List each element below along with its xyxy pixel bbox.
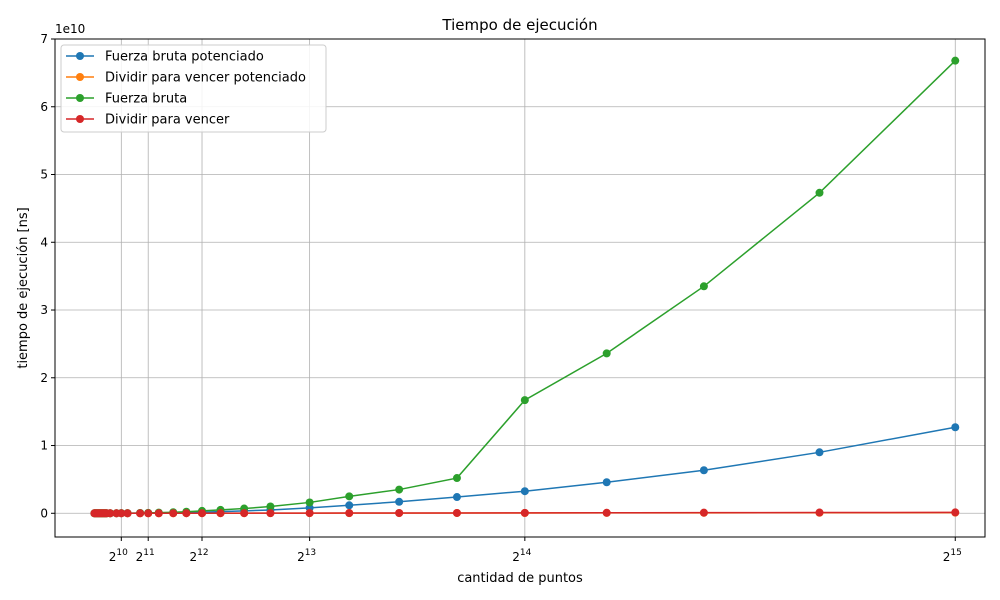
- data-point: [602, 508, 611, 517]
- x-tick-label: 212: [189, 548, 208, 564]
- data-point: [169, 509, 178, 518]
- plot-frame: [54, 38, 986, 538]
- data-point: [815, 508, 824, 517]
- data-point: [345, 509, 354, 518]
- chart-title: Tiempo de ejecución: [441, 16, 597, 34]
- data-point: [815, 188, 824, 197]
- x-tick-label: 210: [109, 548, 128, 564]
- y-tick-label: 0: [40, 506, 48, 520]
- data-point: [395, 509, 404, 518]
- y-tick-label: 2: [40, 371, 48, 385]
- data-point: [951, 423, 960, 432]
- data-point: [699, 466, 708, 475]
- x-tick-label: 211: [136, 548, 155, 564]
- data-point: [452, 508, 461, 517]
- data-point: [699, 508, 708, 517]
- data-point: [345, 501, 354, 510]
- x-axis-title: cantidad de puntos: [457, 571, 583, 586]
- data-point: [136, 509, 145, 518]
- legend-label: Fuerza bruta: [105, 92, 187, 107]
- data-point: [395, 497, 404, 506]
- data-point: [395, 485, 404, 494]
- legend-box: [60, 44, 327, 133]
- y-axis-title: tiempo de ejecución [ns]: [16, 207, 31, 368]
- data-point: [266, 502, 275, 511]
- data-point: [216, 509, 225, 518]
- data-point: [106, 509, 115, 518]
- data-point: [520, 396, 529, 405]
- data-point: [305, 509, 314, 518]
- data-point: [452, 474, 461, 483]
- y-tick-label: 3: [40, 303, 48, 317]
- data-point: [699, 282, 708, 291]
- data-point: [240, 509, 249, 518]
- data-point: [951, 508, 960, 517]
- data-point: [815, 448, 824, 457]
- series-3: [90, 508, 960, 518]
- data-point: [452, 493, 461, 502]
- data-point: [951, 56, 960, 65]
- x-tick-label: 215: [943, 548, 962, 564]
- data-point: [182, 509, 191, 518]
- data-point: [154, 509, 163, 518]
- y-tick-label: 4: [40, 235, 48, 249]
- axis-ticks: 0 1 2 3 4 5 6 7 210 211 212 213 214 215: [40, 32, 961, 564]
- data-point: [123, 509, 132, 518]
- data-point: [345, 492, 354, 501]
- y-tick-label: 6: [40, 100, 48, 114]
- data-point: [198, 509, 207, 518]
- x-tick-label: 213: [297, 548, 316, 564]
- data-point: [266, 509, 275, 518]
- data-point: [305, 498, 314, 507]
- legend-swatch-marker: [76, 73, 84, 81]
- legend-label: Dividir para vencer: [105, 113, 230, 128]
- y-tick-label: 5: [40, 168, 48, 182]
- legend: Fuerza bruta potenciado Dividir para venc…: [60, 44, 327, 133]
- data-point: [602, 478, 611, 487]
- series-lines: [90, 56, 960, 518]
- y-offset-label: 1e10: [55, 22, 85, 36]
- legend-swatch-marker: [76, 52, 84, 60]
- x-tick-label: 214: [512, 548, 531, 564]
- legend-swatch-marker: [76, 94, 84, 102]
- data-point: [602, 349, 611, 358]
- data-point: [520, 487, 529, 496]
- legend-label: Fuerza bruta potenciado: [105, 50, 264, 65]
- data-point: [520, 508, 529, 517]
- data-point: [144, 509, 153, 518]
- legend-swatch-marker: [76, 115, 84, 123]
- data-point: [117, 509, 126, 518]
- legend-label: Dividir para vencer potenciado: [105, 71, 306, 86]
- y-tick-label: 1: [40, 439, 48, 453]
- y-tick-label: 7: [40, 32, 48, 46]
